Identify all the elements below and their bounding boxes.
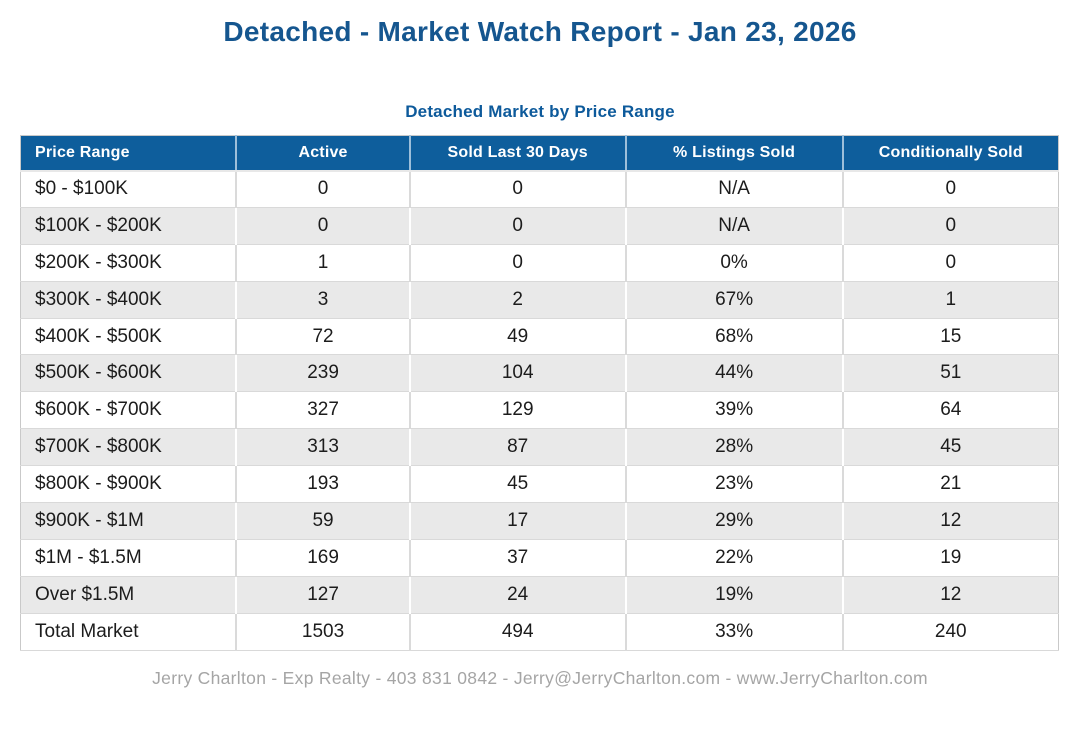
- price-range-cell: Over $1.5M: [20, 576, 238, 614]
- pct-listings-sold-cell: N/A: [625, 170, 844, 208]
- table-row: $0 - $100K 0 0 N/A 0: [20, 170, 1059, 208]
- sold-30-days-cell: 494: [409, 613, 627, 651]
- pct-listings-sold-cell: 0%: [625, 244, 844, 282]
- table-row: $800K - $900K 193 45 23% 21: [20, 465, 1059, 504]
- conditionally-sold-cell: 12: [842, 502, 1059, 540]
- conditionally-sold-cell: 19: [842, 539, 1059, 577]
- pct-listings-sold-cell: 33%: [625, 613, 844, 651]
- pct-listings-sold-cell: 29%: [625, 502, 844, 540]
- conditionally-sold-cell: 0: [842, 170, 1059, 208]
- active-cell: 1: [236, 244, 411, 282]
- column-header-pct-listings-sold: % Listings Sold: [625, 135, 844, 172]
- conditionally-sold-cell: 15: [842, 318, 1059, 356]
- conditionally-sold-cell: 64: [842, 391, 1059, 430]
- active-cell: 239: [236, 354, 411, 393]
- price-range-cell: $300K - $400K: [20, 281, 238, 319]
- table-row: $700K - $800K 313 87 28% 45: [20, 428, 1059, 467]
- pct-listings-sold-cell: 68%: [625, 318, 844, 356]
- conditionally-sold-cell: 0: [842, 244, 1059, 282]
- conditionally-sold-cell: 21: [842, 465, 1059, 504]
- price-range-cell: $400K - $500K: [20, 318, 238, 356]
- active-cell: 3: [236, 281, 411, 319]
- table-header-row: Price Range Active Sold Last 30 Days % L…: [20, 135, 1059, 172]
- column-header-conditionally-sold: Conditionally Sold: [842, 135, 1059, 172]
- sold-30-days-cell: 87: [409, 428, 627, 467]
- price-range-cell: $100K - $200K: [20, 207, 238, 245]
- table-row: $200K - $300K 1 0 0% 0: [20, 244, 1059, 282]
- sold-30-days-cell: 45: [409, 465, 627, 504]
- pct-listings-sold-cell: 22%: [625, 539, 844, 577]
- table-title: Detached Market by Price Range: [405, 102, 675, 121]
- pct-listings-sold-cell: 23%: [625, 465, 844, 504]
- price-range-cell: $700K - $800K: [20, 428, 238, 467]
- column-header-sold-last-30-days: Sold Last 30 Days: [409, 135, 627, 172]
- sold-30-days-cell: 0: [409, 207, 627, 245]
- table-row: $100K - $200K 0 0 N/A 0: [20, 207, 1059, 245]
- table-row: $900K - $1M 59 17 29% 12: [20, 502, 1059, 540]
- active-cell: 127: [236, 576, 411, 614]
- pct-listings-sold-cell: 19%: [625, 576, 844, 614]
- price-range-table: Price Range Active Sold Last 30 Days % L…: [20, 135, 1059, 651]
- pct-listings-sold-cell: N/A: [625, 207, 844, 245]
- active-cell: 169: [236, 539, 411, 577]
- active-cell: 327: [236, 391, 411, 430]
- conditionally-sold-cell: 0: [842, 207, 1059, 245]
- price-range-cell: $600K - $700K: [20, 391, 238, 430]
- active-cell: 0: [236, 170, 411, 208]
- column-header-active: Active: [236, 135, 411, 172]
- active-cell: 1503: [236, 613, 411, 651]
- conditionally-sold-cell: 45: [842, 428, 1059, 467]
- price-range-cell: Total Market: [20, 613, 238, 651]
- sold-30-days-cell: 129: [409, 391, 627, 430]
- active-cell: 193: [236, 465, 411, 504]
- sold-30-days-cell: 37: [409, 539, 627, 577]
- pct-listings-sold-cell: 44%: [625, 354, 844, 393]
- price-range-cell: $800K - $900K: [20, 465, 238, 504]
- sold-30-days-cell: 0: [409, 244, 627, 282]
- table-row: $500K - $600K 239 104 44% 51: [20, 354, 1059, 393]
- sold-30-days-cell: 17: [409, 502, 627, 540]
- active-cell: 59: [236, 502, 411, 540]
- price-range-cell: $500K - $600K: [20, 354, 238, 393]
- sold-30-days-cell: 24: [409, 576, 627, 614]
- conditionally-sold-cell: 12: [842, 576, 1059, 614]
- sold-30-days-cell: 49: [409, 318, 627, 356]
- active-cell: 72: [236, 318, 411, 356]
- price-range-cell: $900K - $1M: [20, 502, 238, 540]
- price-range-cell: $0 - $100K: [20, 170, 238, 208]
- active-cell: 313: [236, 428, 411, 467]
- conditionally-sold-cell: 1: [842, 281, 1059, 319]
- table-row: $400K - $500K 72 49 68% 15: [20, 318, 1059, 356]
- sold-30-days-cell: 104: [409, 354, 627, 393]
- price-range-cell: $200K - $300K: [20, 244, 238, 282]
- table-row: $300K - $400K 3 2 67% 1: [20, 281, 1059, 319]
- market-watch-report-page: Detached - Market Watch Report - Jan 23,…: [0, 16, 1080, 730]
- pct-listings-sold-cell: 67%: [625, 281, 844, 319]
- table-row: Over $1.5M 127 24 19% 12: [20, 576, 1059, 614]
- conditionally-sold-cell: 51: [842, 354, 1059, 393]
- pct-listings-sold-cell: 39%: [625, 391, 844, 430]
- pct-listings-sold-cell: 28%: [625, 428, 844, 467]
- column-header-price-range: Price Range: [20, 135, 238, 172]
- sold-30-days-cell: 0: [409, 170, 627, 208]
- sold-30-days-cell: 2: [409, 281, 627, 319]
- price-range-cell: $1M - $1.5M: [20, 539, 238, 577]
- page-title: Detached - Market Watch Report - Jan 23,…: [223, 16, 857, 47]
- table-row: Total Market 1503 494 33% 240: [20, 613, 1059, 651]
- active-cell: 0: [236, 207, 411, 245]
- footer-contact: Jerry Charlton - Exp Realty - 403 831 08…: [152, 667, 928, 688]
- table-row: $1M - $1.5M 169 37 22% 19: [20, 539, 1059, 577]
- table-row: $600K - $700K 327 129 39% 64: [20, 391, 1059, 430]
- conditionally-sold-cell: 240: [842, 613, 1059, 651]
